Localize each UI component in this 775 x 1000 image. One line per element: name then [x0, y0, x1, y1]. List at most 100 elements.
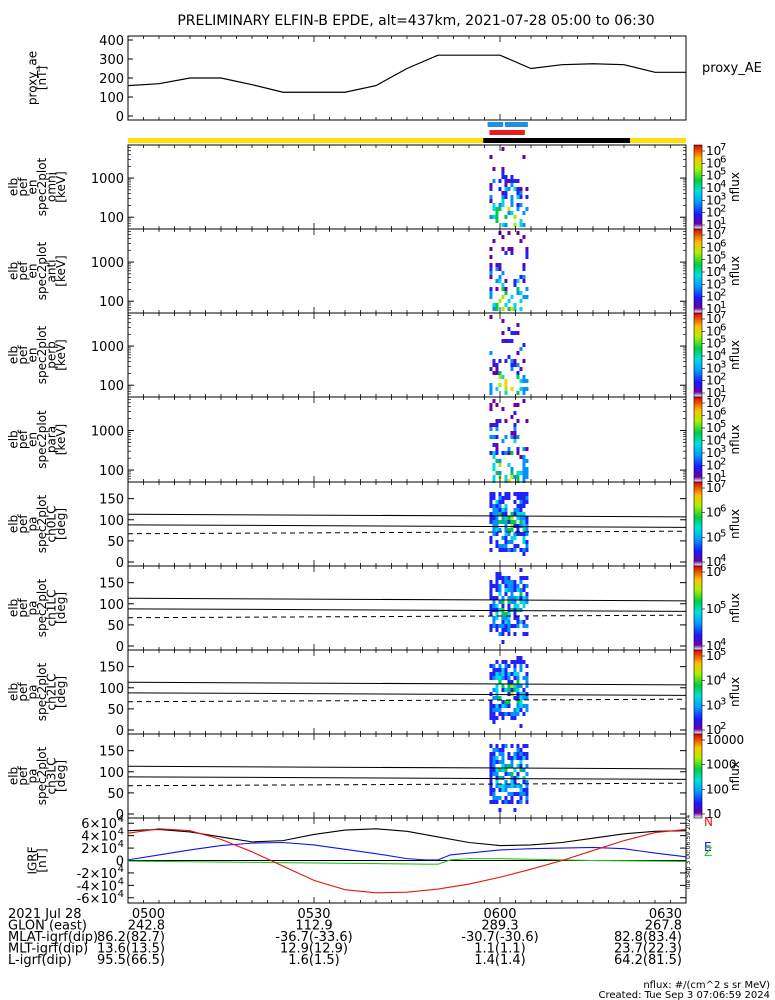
- igrf-component-label: E: [704, 840, 712, 854]
- pa-ch0lc-ytick-label: 100: [99, 514, 124, 529]
- pa-ch3lc-pixel: [525, 756, 529, 760]
- pa-ch1lc-pixel: [504, 624, 508, 628]
- proxy-ae-ytick-label: 100: [99, 91, 124, 106]
- pa-ch0lc-loss-cone-line: [127, 524, 687, 528]
- pa-ch1lc-pixel: [498, 632, 502, 636]
- footer-row-value: -30.7(-30.6): [461, 930, 538, 945]
- pa-ch3lc-pixel: [492, 772, 496, 776]
- en-para-pixel: [513, 431, 517, 435]
- igrf-ytick-label: 6×10: [81, 817, 117, 832]
- en-omni-ylabel-line: omni: [44, 172, 58, 202]
- pa-ch1lc-pixel: [492, 600, 496, 604]
- en-omni-pixel: [489, 183, 493, 187]
- pa-ch3lc-ytick-label: 0: [116, 808, 124, 823]
- en-perp-pixel: [516, 323, 520, 327]
- pa-ch1lc-pixel: [504, 576, 508, 580]
- pa-ch1lc-pixel: [513, 608, 517, 612]
- pa-ch1lc-pixel: [510, 608, 514, 612]
- en-omni-ylabel-line: pef: [16, 177, 30, 197]
- en-perp-pixel: [501, 375, 505, 379]
- pa-ch0lc-pixel: [525, 524, 529, 528]
- en-anti-pixel: [492, 239, 496, 243]
- pa-ch3lc-pixel: [501, 756, 505, 760]
- en-para-pixel: [492, 467, 496, 471]
- en-para-pixel: [492, 475, 496, 479]
- en-perp-pixel: [495, 387, 499, 391]
- en-para-pixel: [489, 423, 493, 427]
- en-perp-pixel: [516, 351, 520, 355]
- pa-ch3lc-pixel: [489, 756, 493, 760]
- pa-ch0lc-pixel: [525, 500, 529, 504]
- pa-ch0lc-pixel: [507, 516, 511, 520]
- pa-ch3lc-pixel: [513, 808, 517, 812]
- pa-ch1lc-pixel: [522, 576, 526, 580]
- pa-ch2lc-pixel: [510, 712, 514, 716]
- pa-ch0lc-pixel: [516, 528, 520, 532]
- pa-ch3lc-pixel: [522, 768, 526, 772]
- pa-ch0lc-pixel: [498, 504, 502, 508]
- igrf-series-line: [127, 828, 687, 894]
- pa-ch3lc-pixel: [501, 800, 505, 804]
- pa-ch3lc-frame: [127, 733, 687, 819]
- pa-ch1lc-pixel: [507, 620, 511, 624]
- pa-ch2lc-pixel: [519, 704, 523, 708]
- pa-ch0lc-ylabel-line: spec2plot: [35, 494, 49, 553]
- pa-ch3lc-pixel: [498, 768, 502, 772]
- en-anti-ytick-label: 1000: [91, 256, 124, 271]
- en-anti-colorbar-tick-exponent: 3: [720, 275, 726, 286]
- en-para-pixel: [510, 415, 514, 419]
- pa-ch3lc-pixel: [492, 756, 496, 760]
- pa-ch2lc-pixel: [519, 664, 523, 668]
- pa-ch1lc-pixel: [504, 588, 508, 592]
- pa-ch1lc-pixel: [507, 580, 511, 584]
- proxy-ae-ylabel-line: proxy_ae: [25, 51, 39, 105]
- pa-ch1lc-pixel: [522, 620, 526, 624]
- pa-ch3lc-pixel: [525, 744, 529, 748]
- pa-ch3lc-pixel: [516, 764, 520, 768]
- en-para-pixel: [516, 419, 520, 423]
- en-anti-pixel: [489, 247, 493, 251]
- pa-ch3lc-pixel: [522, 756, 526, 760]
- pa-ch2lc-loss-cone-line: [127, 692, 687, 696]
- pa-ch0lc-pixel: [525, 520, 529, 524]
- en-perp-pixel: [489, 383, 493, 387]
- en-para-pixel: [525, 459, 529, 463]
- en-omni-pixel: [492, 215, 496, 219]
- en-para-ylabel-line: elb: [6, 430, 20, 448]
- en-para-pixel: [516, 479, 520, 483]
- footer: 2021 Jul 28 0500 0530 0600 0630 GLON (east) 24…: [8, 907, 770, 1000]
- en-omni-pixel: [510, 195, 514, 199]
- en-para-pixel: [522, 467, 526, 471]
- en-omni-colorbar-tick-exponent: 1: [720, 216, 726, 227]
- pa-ch1lc-pixel: [495, 588, 499, 592]
- en-perp-pixel: [498, 371, 502, 375]
- en-para-pixel: [498, 419, 502, 423]
- en-anti-pixel: [507, 299, 511, 303]
- footer-row-label: MLT-igrf(dip): [8, 942, 88, 957]
- en-perp-pixel: [504, 359, 508, 363]
- pa-ch2lc-pixel: [501, 716, 505, 720]
- en-anti-colorbar-tick-label: 10: [706, 240, 721, 254]
- en-para-colorbar-tick-label: 10: [706, 421, 721, 435]
- footer-row-value: 1.4(1.4): [474, 953, 526, 968]
- en-omni-pixel: [525, 195, 529, 199]
- en-anti-colorbar-tick-label: 10: [706, 228, 721, 242]
- pa-ch2lc-pixel: [492, 720, 496, 724]
- pa-ch2lc-pixel: [507, 664, 511, 668]
- pa-ch3lc-ytick-label: 100: [99, 766, 124, 781]
- en-omni-pixel: [501, 167, 505, 171]
- pa-ch0lc-pixel: [507, 540, 511, 544]
- en-perp-pixel: [516, 375, 520, 379]
- en-para-pixel: [507, 451, 511, 455]
- pa-ch0lc-pixel: [522, 500, 526, 504]
- en-anti-ylabel-line: pef: [16, 261, 30, 281]
- en-perp-colorbar-label: nflux: [728, 340, 742, 370]
- en-anti-spectrogram: [489, 231, 529, 311]
- en-perp-colorbar-tick-label: 10: [706, 374, 721, 388]
- pa-ch0lc-pixel: [516, 532, 520, 536]
- en-omni-pixel: [501, 223, 505, 227]
- en-perp-pixel: [489, 315, 493, 319]
- pa-ch0lc-pixel: [516, 504, 520, 508]
- pa-ch2lc-pixel: [522, 704, 526, 708]
